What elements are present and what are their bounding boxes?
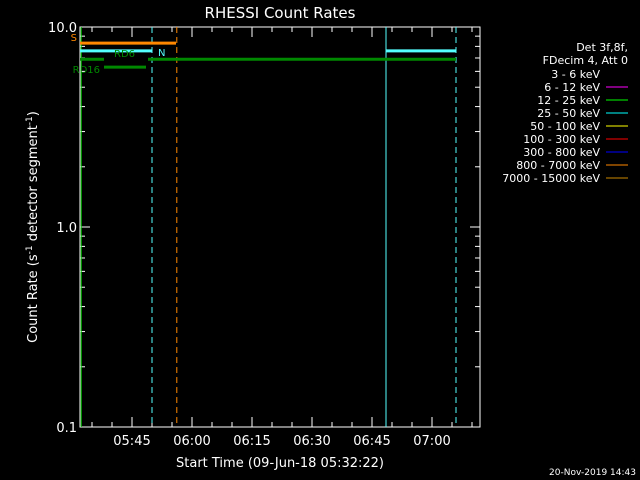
x-tick-label: 07:00	[413, 434, 450, 449]
vertical-markers	[80, 27, 457, 427]
y-axis-label-sup2: -1	[25, 116, 35, 125]
x-tick-label: 06:30	[293, 434, 330, 449]
y-tick-label: 10.0	[48, 21, 77, 36]
x-tick-label: 06:45	[353, 434, 390, 449]
y-axis-label-main: Count Rate (s	[26, 254, 41, 343]
x-tick-label: 06:15	[233, 434, 270, 449]
plot-frame	[79, 26, 481, 428]
legend-label: 800 - 7000 keV	[516, 159, 600, 172]
footer-timestamp: 20-Nov-2019 14:43	[549, 468, 636, 478]
x-tick-label: 05:45	[113, 434, 150, 449]
legend-label: 25 - 50 keV	[537, 107, 600, 120]
y-tick-label: 0.1	[56, 421, 77, 436]
chart-title: RHESSI Count Rates	[205, 4, 356, 22]
segment-label: RD6	[114, 49, 135, 60]
legend-label: 6 - 12 keV	[544, 81, 600, 94]
legend-label: 7000 - 15000 keV	[502, 172, 600, 185]
legend-label: 100 - 300 keV	[523, 133, 600, 146]
legend-label: 3 - 6 keV	[551, 68, 600, 81]
axis-ticks: 10.0 1.0 0.1 05:45 06:00 06:15 06:30 06:45 07:00	[48, 21, 480, 449]
legend-label: 12 - 25 keV	[537, 94, 600, 107]
legend-header: Det 3f,8f,	[576, 41, 628, 54]
y-axis-label-sup1: -1	[25, 245, 35, 254]
y-axis-label: Count Rate (s-1 detector segment-1)	[25, 111, 41, 343]
x-axis-label: Start Time (09-Jun-18 05:32:22)	[176, 456, 384, 471]
x-tick-label: 06:00	[173, 434, 210, 449]
segment-label: RD16	[73, 65, 100, 76]
segment-lines: S N RD6 RD16	[71, 33, 456, 76]
y-tick-label: 1.0	[56, 221, 77, 236]
legend-label: 300 - 800 keV	[523, 146, 600, 159]
segment-label: N	[158, 48, 165, 59]
y-axis-label-end: )	[26, 111, 41, 116]
segment-label: S	[71, 33, 77, 44]
legend-label: 50 - 100 keV	[530, 120, 600, 133]
y-axis-label-mid: detector segment	[26, 125, 41, 245]
legend-header: FDecim 4, Att 0	[543, 54, 628, 67]
